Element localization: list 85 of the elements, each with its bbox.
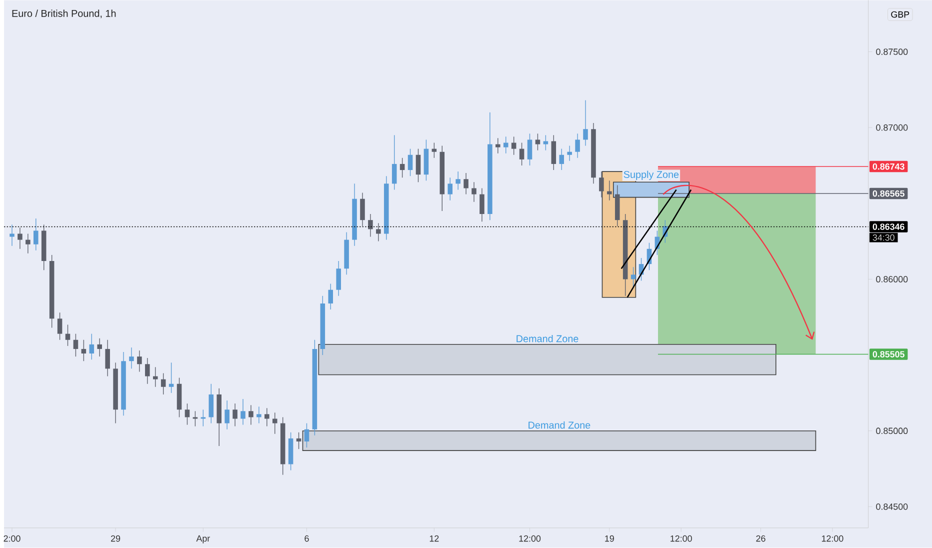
candlestick [416,148,421,183]
candlestick [192,410,198,427]
text: 34:30 [872,234,894,241]
x-tick-label: 12 [430,535,439,542]
ref-line-label: 0.85505 [872,351,904,358]
candlestick [607,180,612,201]
candlestick [559,148,564,170]
candlestick [575,133,580,158]
candlestick [256,406,262,424]
candlestick [105,340,110,377]
candlestick [480,188,484,222]
candlestick [583,100,588,146]
y-tick-label: 0.87000 [876,124,908,131]
candlestick [97,338,102,357]
candlestick [408,148,413,177]
candlestick [630,266,636,289]
candlestick [137,350,142,372]
band-label: Demand Zone [528,421,590,429]
candlestick [89,334,94,360]
candlestick [145,358,150,384]
candlestick [376,222,381,242]
y-tick-label: 0.85000 [876,428,908,434]
candlestick [10,224,14,246]
y-axis-title: GBP [891,11,910,18]
candlestick [464,172,468,195]
x-tick-label: 2:00 [4,535,20,542]
band-label: Demand Zone [516,335,578,342]
candlestick [567,146,572,162]
candlestick [65,324,70,346]
x-tick-label: 12:00 [822,535,844,542]
candlestick [240,398,246,426]
candlestick [336,260,341,296]
candlestick [368,214,373,238]
candlestick [519,142,524,166]
candlestick [296,432,302,450]
candlestick [184,403,190,426]
candlestick [264,408,270,427]
candlestick [551,134,556,170]
candlestick [152,366,158,388]
candlestick [168,362,174,394]
candlestick [248,404,254,426]
band-label: Supply Zone [624,170,679,180]
candlestick [224,400,230,430]
y-tick-label: 0.87500 [876,48,908,56]
text: Euro / British Pound, 1h [12,10,116,18]
x-tick-label: 12:00 [670,535,692,542]
candlestick [456,171,460,190]
candlestick [26,233,30,254]
candlestick [200,409,206,427]
candlestick [81,340,86,362]
candlestick [328,284,334,310]
x-tick-label: 12:00 [519,535,541,542]
candlestick [527,133,532,166]
candlestick [535,133,540,151]
ref-line-label: 0.86565 [872,190,904,197]
candlestick [160,372,166,395]
candlestick [432,142,437,158]
candlestick [448,177,452,201]
ref-line-label: 0.86346 [872,224,904,230]
candlestick [272,412,278,434]
candlestick [73,334,78,357]
x-tick-label: 26 [756,535,766,542]
candlestick [496,138,500,154]
candlestick [503,136,508,154]
candlestick [57,312,62,340]
candlestick [599,171,604,198]
ref-line-label: 0.86743 [872,163,904,170]
candlestick [472,182,476,202]
candlestick [543,134,548,151]
candlestick [511,136,516,156]
candlestick [304,423,310,448]
candlestick [400,158,405,178]
candlestick [18,227,22,250]
candlestick [34,218,38,251]
y-tick-label: 0.86000 [876,276,908,282]
x-tick-label: Apr [196,535,210,544]
y-tick-label: 0.84500 [876,504,908,510]
candlestick [129,347,134,370]
x-tick-label: 29 [111,535,120,542]
candlestick [232,403,238,427]
candlestick [208,384,214,424]
x-tick-label: 19 [605,535,614,542]
candlestick [392,134,397,190]
x-tick-label: 6 [304,535,309,542]
candlestick [360,192,365,227]
